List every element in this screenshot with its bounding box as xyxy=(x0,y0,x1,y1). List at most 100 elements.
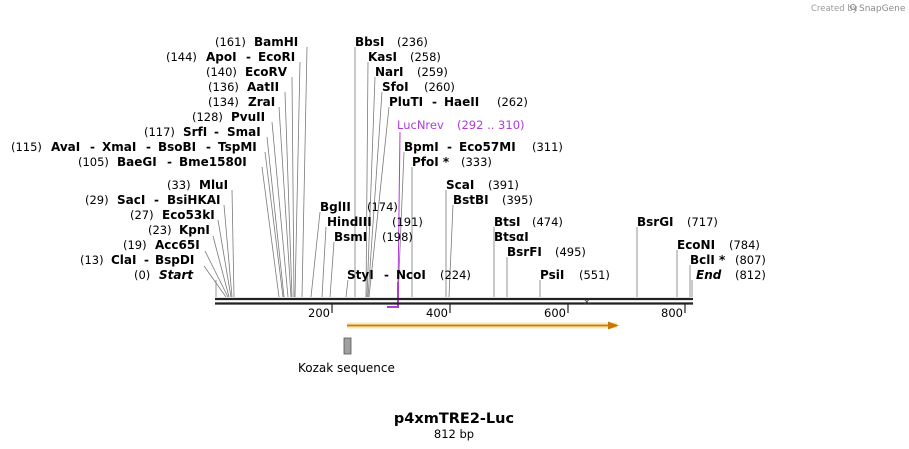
svg-text:AatII: AatII xyxy=(247,80,279,94)
svg-text:-: - xyxy=(206,140,211,154)
svg-text:(0): (0) xyxy=(134,268,150,282)
site-apoi[interactable]: (144) ApoI - EcoRI xyxy=(166,50,295,64)
site-saci[interactable]: (29) SacI - BsiHKAI xyxy=(85,193,221,207)
svg-text:-: - xyxy=(154,193,159,207)
svg-text:(144): (144) xyxy=(166,50,197,64)
primer-range: (292 .. 310) xyxy=(457,118,525,132)
svg-text:BglII: BglII xyxy=(320,200,351,214)
svg-text:PfoI *: PfoI * xyxy=(412,155,450,169)
svg-text:EcoNI: EcoNI xyxy=(677,238,715,252)
svg-text:NcoI: NcoI xyxy=(396,268,426,282)
site-btsi[interactable]: BtsI (474) BtsαI xyxy=(494,215,563,244)
site-bsmi[interactable]: BsmI (198) xyxy=(334,230,413,244)
svg-text:-: - xyxy=(144,253,149,267)
svg-text:(311): (311) xyxy=(532,140,563,154)
site-bglii[interactable]: BglII (174) xyxy=(320,200,398,214)
svg-text:(258): (258) xyxy=(410,50,441,64)
svg-text:PvuII: PvuII xyxy=(231,110,265,124)
svg-text:BclI *: BclI * xyxy=(690,253,726,267)
site-pfoi[interactable]: PfoI * (333) xyxy=(412,155,492,169)
svg-text:(391): (391) xyxy=(488,178,519,192)
site-acc65i[interactable]: (19) Acc65I xyxy=(123,238,200,252)
site-psii[interactable]: PsiI (551) xyxy=(540,268,610,282)
site-bstbi[interactable]: BstBI (395) xyxy=(453,193,533,207)
svg-text:(33): (33) xyxy=(167,178,191,192)
svg-text:ApoI: ApoI xyxy=(206,50,237,64)
svg-text:-: - xyxy=(246,50,251,64)
map-title: p4xmTRE2-Luc xyxy=(394,411,514,427)
svg-text:Acc65I: Acc65I xyxy=(155,238,200,252)
site-scai[interactable]: ScaI (391) xyxy=(446,178,519,192)
orf-feature[interactable] xyxy=(347,321,619,330)
svg-text:-: - xyxy=(384,268,389,282)
svg-text:-: - xyxy=(146,140,151,154)
svg-text:(495): (495) xyxy=(555,245,586,259)
svg-text:BtsI: BtsI xyxy=(494,215,521,229)
site-kpni[interactable]: (23) KpnI xyxy=(148,223,210,237)
credit-prefix: Created by xyxy=(811,4,858,14)
site-nari[interactable]: NarI (259) xyxy=(375,65,448,79)
site-bamhi[interactable]: (161) BamHI xyxy=(215,35,298,49)
svg-text:BpmI: BpmI xyxy=(404,140,439,154)
site-eco53ki[interactable]: (27) Eco53kI xyxy=(130,208,215,222)
site-ecorv[interactable]: (140) EcoRV xyxy=(206,65,288,79)
site-bbsi[interactable]: BbsI (236) xyxy=(355,35,428,49)
svg-text:(115): (115) xyxy=(11,140,42,154)
svg-text:(13): (13) xyxy=(80,253,104,267)
site-aatii[interactable]: (136) AatII xyxy=(208,80,279,94)
svg-text:BbsI: BbsI xyxy=(355,35,384,49)
site-pluti[interactable]: PluTI - HaeII (262) xyxy=(389,95,528,109)
kozak-feature[interactable]: Kozak sequence xyxy=(298,337,395,375)
svg-text:KpnI: KpnI xyxy=(179,223,210,237)
site-avai[interactable]: (115) AvaI - XmaI - BsoBI - TspMI xyxy=(11,140,257,154)
svg-text:(134): (134) xyxy=(208,95,239,109)
site-srfi[interactable]: (117) SrfI - SmaI xyxy=(144,125,261,139)
site-end[interactable]: End (812) xyxy=(696,268,766,282)
svg-text:NarI: NarI xyxy=(375,65,404,79)
svg-text:EcoRI: EcoRI xyxy=(258,50,295,64)
ruler-tick-label: 400 xyxy=(426,306,448,320)
svg-text:(29): (29) xyxy=(85,193,109,207)
site-hindiii[interactable]: HindIII (191) xyxy=(327,215,423,229)
svg-text:SfoI: SfoI xyxy=(382,80,409,94)
ruler-tick-label: 200 xyxy=(308,306,330,320)
ruler: 200 400 600 800 xyxy=(308,304,686,320)
svg-text:(117): (117) xyxy=(144,125,175,139)
svg-text:BspDI: BspDI xyxy=(155,253,194,267)
svg-text:(236): (236) xyxy=(397,35,428,49)
svg-text:Eco57MI: Eco57MI xyxy=(459,140,516,154)
svg-text:BsmI: BsmI xyxy=(334,230,367,244)
site-styi[interactable]: StyI - NcoI (224) xyxy=(347,268,471,282)
svg-text:PsiI: PsiI xyxy=(540,268,564,282)
primer-lucnrev[interactable]: LucNrev (292 .. 310) xyxy=(387,118,525,308)
svg-text:(174): (174) xyxy=(367,200,398,214)
svg-text:(128): (128) xyxy=(192,110,223,124)
svg-text:-: - xyxy=(167,155,172,169)
svg-text:-: - xyxy=(90,140,95,154)
site-start[interactable]: (0) Start xyxy=(134,268,194,282)
svg-text:(136): (136) xyxy=(208,80,239,94)
svg-text:SacI: SacI xyxy=(117,193,145,207)
svg-text:(23): (23) xyxy=(148,223,172,237)
primer-name: LucNrev xyxy=(397,118,444,132)
site-pvuii[interactable]: (128) PvuII xyxy=(192,110,265,124)
site-clai[interactable]: (13) ClaI - BspDI xyxy=(80,253,194,267)
leader-lines xyxy=(203,46,693,298)
arrow-right-icon xyxy=(608,321,619,330)
site-baegi[interactable]: (105) BaeGI - Bme1580I xyxy=(78,155,247,169)
site-kasi[interactable]: KasI (258) xyxy=(368,50,441,64)
site-mlui[interactable]: (33) MluI xyxy=(167,178,228,192)
svg-text:(717): (717) xyxy=(687,215,718,229)
site-bpmi[interactable]: BpmI - Eco57MI (311) xyxy=(404,140,563,154)
site-sfoi[interactable]: SfoI (260) xyxy=(382,80,455,94)
site-econi[interactable]: EcoNI (784) xyxy=(677,238,760,252)
site-bsrfi[interactable]: BsrFI (495) xyxy=(507,245,586,259)
site-bsrgi[interactable]: BsrGI (717) xyxy=(637,215,718,229)
svg-text:SmaI: SmaI xyxy=(227,125,261,139)
svg-text:HindIII: HindIII xyxy=(327,215,372,229)
site-bcli[interactable]: BclI * (807) xyxy=(690,253,766,267)
snapgene-logo-icon xyxy=(849,3,857,11)
site-zrai[interactable]: (134) ZraI xyxy=(208,95,275,109)
svg-text:(27): (27) xyxy=(130,208,154,222)
svg-text:BsoBI: BsoBI xyxy=(158,140,196,154)
